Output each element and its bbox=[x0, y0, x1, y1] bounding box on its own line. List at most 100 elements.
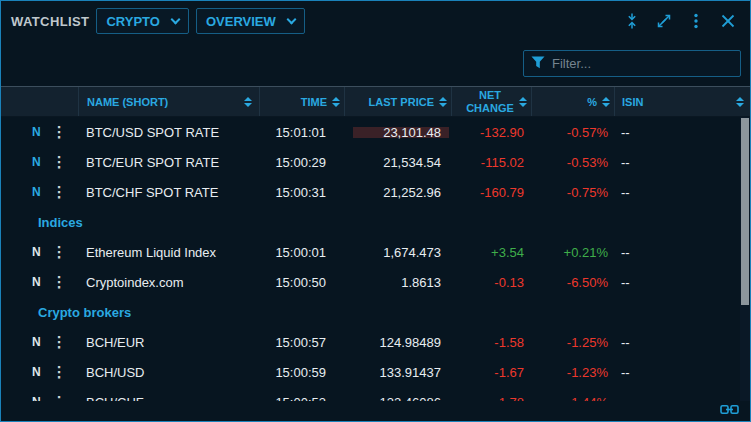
link-icon[interactable] bbox=[720, 402, 739, 420]
footer-bar bbox=[1, 401, 750, 421]
column-header-time[interactable]: TIME bbox=[259, 87, 344, 116]
table-row[interactable]: N ⋮ Cryptoindex.com 15:00:50 1.8613 -0.1… bbox=[1, 267, 740, 297]
pct-change-value: -1.23% bbox=[531, 365, 614, 380]
net-change-value: -1.67 bbox=[451, 365, 531, 380]
news-flag[interactable]: N bbox=[32, 155, 41, 169]
column-header-name[interactable]: NAME (SHORT) bbox=[78, 87, 259, 116]
filter-box[interactable] bbox=[523, 50, 741, 77]
expand-icon[interactable] bbox=[655, 12, 673, 30]
sort-icon bbox=[519, 97, 527, 107]
group-label: Indices bbox=[38, 215, 83, 230]
time-value: 15:00:50 bbox=[259, 275, 344, 290]
column-label: % bbox=[587, 96, 597, 108]
column-header-percent[interactable]: % bbox=[531, 87, 614, 116]
row-flags: N ⋮ bbox=[1, 155, 78, 169]
net-change-value: -1.58 bbox=[451, 335, 531, 350]
row-flags: N ⋮ bbox=[1, 185, 78, 199]
row-menu-icon[interactable]: ⋮ bbox=[52, 365, 67, 379]
scrollbar-thumb[interactable] bbox=[741, 118, 749, 305]
last-price-cell: 21,252.96 bbox=[344, 185, 451, 200]
time-value: 15:00:59 bbox=[259, 365, 344, 380]
time-value: 15:00:29 bbox=[259, 155, 344, 170]
collapse-icon[interactable] bbox=[623, 12, 641, 30]
last-price-value: 132.46086 bbox=[380, 395, 441, 402]
table-header: NAME (SHORT) TIME LAST PRICE NET CHANGE … bbox=[1, 86, 750, 117]
news-flag[interactable]: N bbox=[32, 335, 41, 349]
row-menu-icon[interactable]: ⋮ bbox=[52, 395, 67, 401]
column-label: NAME (SHORT) bbox=[87, 96, 168, 108]
row-menu-icon[interactable]: ⋮ bbox=[52, 125, 67, 139]
isin-value: -- bbox=[614, 245, 740, 260]
close-icon[interactable] bbox=[719, 12, 737, 30]
row-flags: N ⋮ bbox=[1, 245, 78, 259]
group-row[interactable]: Crypto brokers bbox=[1, 297, 740, 327]
news-flag[interactable]: N bbox=[32, 365, 41, 379]
net-change-value: -0.13 bbox=[451, 275, 531, 290]
last-price-value: 21,534.54 bbox=[383, 155, 441, 170]
watchlist-selector[interactable]: CRYPTO bbox=[96, 8, 188, 34]
net-change-value: -1.78 bbox=[451, 395, 531, 402]
net-change-value: +3.54 bbox=[451, 245, 531, 260]
table-row[interactable]: N ⋮ BTC/USD SPOT RATE 15:01:01 23,101.48… bbox=[1, 117, 740, 147]
table-row[interactable]: N ⋮ BCH/USD 15:00:59 133.91437 -1.67 -1.… bbox=[1, 357, 740, 387]
news-flag[interactable]: N bbox=[32, 395, 41, 401]
last-price-cell: 132.46086 bbox=[344, 395, 451, 402]
time-value: 15:00:01 bbox=[259, 245, 344, 260]
row-flags: N ⋮ bbox=[1, 335, 78, 349]
last-price-cell: 21,534.54 bbox=[344, 155, 451, 170]
column-label: NET CHANGE bbox=[464, 89, 516, 113]
isin-value: -- bbox=[614, 365, 740, 380]
isin-value: -- bbox=[614, 125, 740, 140]
table-body: N ⋮ BTC/USD SPOT RATE 15:01:01 23,101.48… bbox=[1, 117, 750, 401]
sort-icon bbox=[736, 97, 744, 107]
filter-input[interactable] bbox=[552, 56, 733, 71]
column-label: TIME bbox=[301, 96, 327, 108]
watchlist-widget: WATCHLIST CRYPTO OVERVIEW bbox=[0, 0, 751, 422]
instrument-name: BCH/USD bbox=[78, 365, 259, 380]
news-flag[interactable]: N bbox=[32, 245, 41, 259]
row-menu-icon[interactable]: ⋮ bbox=[52, 335, 67, 349]
table-row[interactable]: N ⋮ BTC/EUR SPOT RATE 15:00:29 21,534.54… bbox=[1, 147, 740, 177]
group-row[interactable]: Indices bbox=[1, 207, 740, 237]
funnel-icon bbox=[531, 55, 545, 73]
filter-toolbar bbox=[1, 41, 750, 86]
column-header-net-change[interactable]: NET CHANGE bbox=[451, 87, 531, 116]
row-menu-icon[interactable]: ⋮ bbox=[52, 245, 67, 259]
table-row[interactable]: N ⋮ BCH/CHF 15:00:53 132.46086 -1.78 -1.… bbox=[1, 387, 740, 401]
instrument-name: Ethereum Liquid Index bbox=[78, 245, 259, 260]
row-menu-icon[interactable]: ⋮ bbox=[52, 155, 67, 169]
time-value: 15:00:53 bbox=[259, 395, 344, 402]
scrollbar[interactable] bbox=[740, 117, 750, 401]
last-price-value: 133.91437 bbox=[380, 365, 441, 380]
view-selector[interactable]: OVERVIEW bbox=[196, 8, 305, 34]
news-flag[interactable]: N bbox=[32, 125, 41, 139]
table-row[interactable]: N ⋮ Ethereum Liquid Index 15:00:01 1,674… bbox=[1, 237, 740, 267]
last-price-cell: 23,101.48 bbox=[344, 125, 451, 140]
table-row[interactable]: N ⋮ BTC/CHF SPOT RATE 15:00:31 21,252.96… bbox=[1, 177, 740, 207]
news-flag[interactable]: N bbox=[32, 185, 41, 199]
view-selector-label: OVERVIEW bbox=[206, 14, 276, 29]
last-price-cell: 133.91437 bbox=[344, 365, 451, 380]
sort-icon bbox=[602, 97, 610, 107]
instrument-name: BCH/EUR bbox=[78, 335, 259, 350]
sort-icon bbox=[439, 97, 447, 107]
menu-icon[interactable] bbox=[687, 12, 705, 30]
pct-change-value: -0.53% bbox=[531, 155, 614, 170]
row-flags: N ⋮ bbox=[1, 275, 78, 289]
isin-value: -- bbox=[614, 155, 740, 170]
column-header-isin[interactable]: ISIN bbox=[614, 87, 750, 116]
widget-title: WATCHLIST bbox=[11, 14, 89, 29]
pct-change-value: -1.25% bbox=[531, 335, 614, 350]
time-value: 15:00:31 bbox=[259, 185, 344, 200]
chevron-down-icon bbox=[170, 14, 180, 24]
instrument-name: BCH/CHF bbox=[78, 395, 259, 402]
title-bar: WATCHLIST CRYPTO OVERVIEW bbox=[1, 1, 750, 41]
column-header-flags[interactable] bbox=[1, 87, 78, 116]
column-header-last-price[interactable]: LAST PRICE bbox=[344, 87, 451, 116]
row-flags: N ⋮ bbox=[1, 395, 78, 401]
news-flag[interactable]: N bbox=[32, 275, 41, 289]
row-menu-icon[interactable]: ⋮ bbox=[52, 275, 67, 289]
row-menu-icon[interactable]: ⋮ bbox=[52, 185, 67, 199]
table-row[interactable]: N ⋮ BCH/EUR 15:00:57 124.98489 -1.58 -1.… bbox=[1, 327, 740, 357]
time-value: 15:01:01 bbox=[259, 125, 344, 140]
